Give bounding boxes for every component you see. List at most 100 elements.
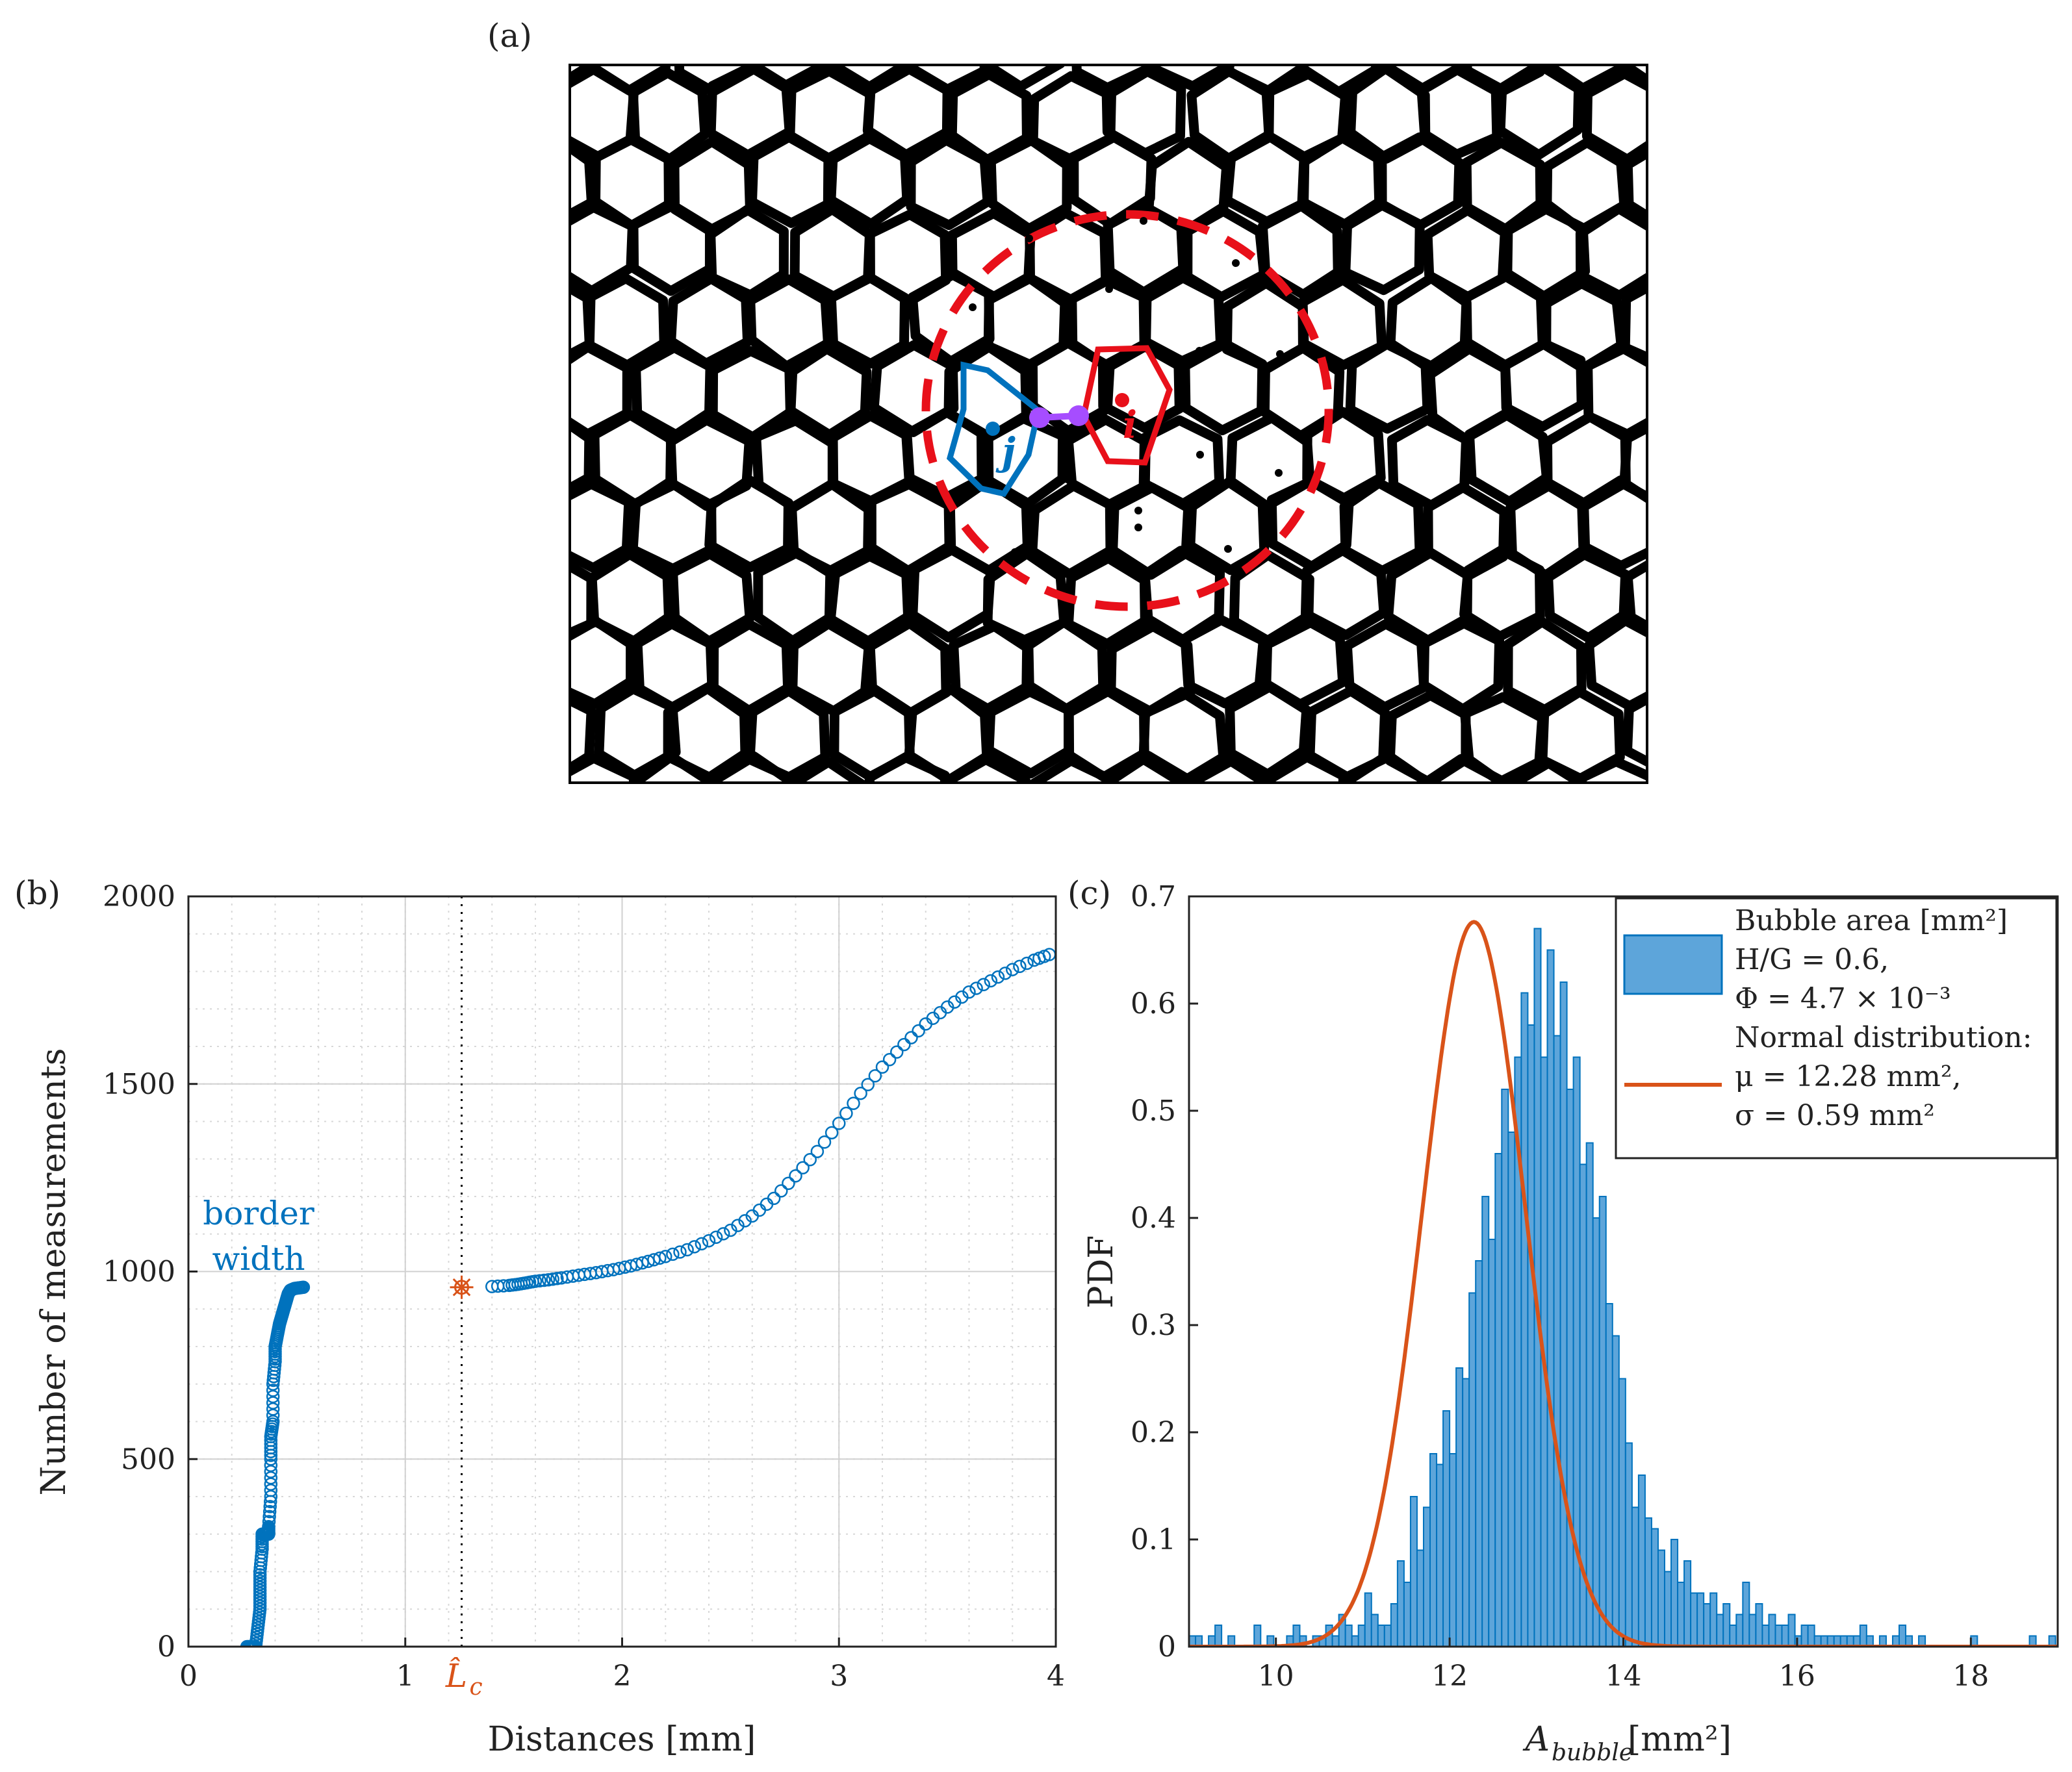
x-tick-label: 16	[1779, 1660, 1815, 1693]
histogram-bar	[1475, 1260, 1483, 1647]
foam-cell	[1707, 550, 1786, 640]
histogram-bar	[1664, 1571, 1672, 1647]
foam-cell	[1661, 480, 1739, 569]
data-point	[854, 1086, 867, 1100]
cell-i-label: i	[1123, 403, 1137, 447]
histogram-bar	[1520, 992, 1529, 1647]
data-point	[546, 1272, 559, 1286]
x-tick-label: 14	[1605, 1660, 1642, 1693]
data-point	[984, 974, 998, 988]
foam-cell	[826, 133, 912, 229]
histogram-bar	[1859, 1625, 1867, 1647]
neighborhood-circle	[921, 210, 1333, 611]
histogram-bar	[1227, 1635, 1236, 1647]
data-point	[969, 981, 983, 995]
data-point	[659, 1250, 672, 1263]
x-tick-label: 10	[1258, 1660, 1294, 1693]
data-point	[977, 978, 990, 991]
y-tick-label: 0.1	[1131, 1523, 1176, 1556]
histogram-bar	[1331, 1635, 1340, 1647]
histogram-bar	[1501, 1089, 1509, 1647]
neighbor-center	[1011, 548, 1019, 556]
data-point	[249, 1639, 262, 1647]
histogram-bar	[1722, 1603, 1731, 1647]
data-point	[264, 1437, 278, 1451]
histogram-bar	[1716, 1614, 1724, 1647]
neighbor-center	[1140, 217, 1147, 225]
panel-b-xlabel: Distances [mm]	[488, 1720, 756, 1759]
data-point	[803, 1152, 817, 1167]
legend-hist-line3: Φ = 4.7 × 10⁻³	[1735, 982, 1951, 1015]
neighbor-center	[1196, 347, 1203, 355]
x-tick-label: 3	[830, 1660, 848, 1693]
histogram-bar	[1370, 1614, 1379, 1647]
neighbor-center	[1232, 259, 1240, 267]
histogram-bar	[1592, 1217, 1600, 1647]
data-point	[262, 1515, 276, 1528]
foam-cell	[1620, 282, 1647, 363]
data-point	[687, 1240, 701, 1254]
data-point	[702, 1234, 716, 1248]
foam-cell	[1697, 690, 1774, 775]
data-point	[653, 1251, 667, 1265]
histogram-bar	[1918, 1635, 1926, 1647]
data-point	[541, 1272, 556, 1287]
data-point	[817, 1135, 832, 1149]
foam-cell	[1663, 623, 1739, 710]
neighbor-center	[1105, 285, 1113, 293]
panel-b-points	[240, 948, 1056, 1647]
foam-cell	[1185, 477, 1270, 576]
histogram-bar	[1637, 1475, 1646, 1647]
histogram-bar	[1214, 1625, 1223, 1647]
legend-fit-line2: μ = 12.28 mm²,	[1735, 1060, 1961, 1093]
data-point	[695, 1237, 709, 1251]
foam-cell	[570, 753, 639, 783]
foam-cell	[1340, 200, 1425, 296]
histogram-bar	[1696, 1592, 1705, 1647]
y-tick-label: 500	[121, 1443, 175, 1476]
histogram-bar	[1566, 1089, 1574, 1647]
data-point	[796, 1161, 810, 1174]
histogram-bar	[1800, 1625, 1809, 1647]
histogram-bar	[1436, 1463, 1444, 1647]
foam-cell	[943, 754, 1030, 783]
foam-cell	[1301, 544, 1389, 640]
foam-cell	[1622, 147, 1647, 222]
histogram-bar	[1266, 1635, 1275, 1647]
data-point	[262, 1519, 275, 1534]
foam-cell	[1416, 65, 1502, 160]
foam-cell	[1706, 278, 1784, 363]
x-tick-label: 12	[1431, 1660, 1468, 1693]
histogram-bar	[1553, 1035, 1561, 1647]
data-point	[897, 1037, 911, 1052]
data-point	[847, 1096, 860, 1110]
cell-i-center	[1115, 393, 1129, 407]
foam-cell	[1225, 682, 1312, 779]
data-point	[673, 1245, 687, 1259]
panel-c-histogram	[1189, 928, 2056, 1647]
histogram-bar	[1253, 1625, 1262, 1647]
histogram-bar	[1644, 1517, 1652, 1647]
data-point	[868, 1069, 882, 1083]
data-point	[666, 1247, 680, 1261]
foam-cell	[1667, 210, 1741, 297]
data-point	[1020, 956, 1034, 970]
histogram-bar	[1755, 1603, 1763, 1647]
x-tick-label: 1	[396, 1660, 415, 1693]
y-tick-label: 0	[1158, 1630, 1176, 1664]
histogram-bar	[1898, 1625, 1907, 1647]
foam-cell	[1622, 559, 1647, 632]
border-width-annotation-line1: border	[203, 1195, 314, 1232]
histogram-bar	[2028, 1635, 2037, 1647]
foam-cell	[1663, 71, 1739, 155]
foam-cell	[1105, 751, 1191, 783]
data-point	[890, 1045, 904, 1059]
foam-cell	[570, 479, 634, 573]
panel-b-ylabel: Number of measurements	[34, 1048, 73, 1496]
y-tick-label: 0	[157, 1630, 175, 1664]
data-point	[1006, 963, 1019, 976]
data-point	[738, 1214, 752, 1228]
data-point	[998, 967, 1012, 980]
histogram-bar	[1761, 1625, 1770, 1647]
foam-cell	[1298, 275, 1387, 370]
